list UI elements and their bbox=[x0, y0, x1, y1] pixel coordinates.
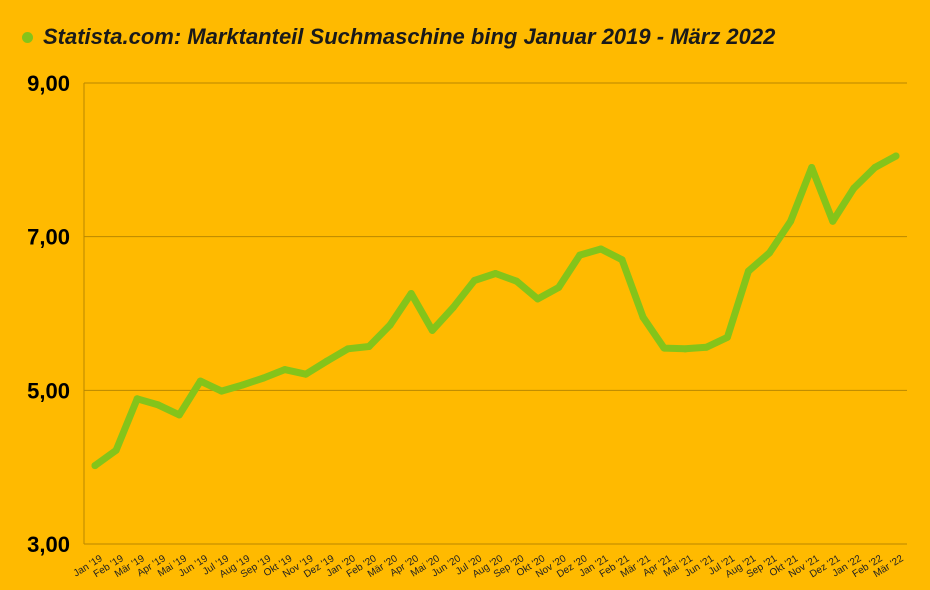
data-point bbox=[492, 270, 499, 278]
data-point bbox=[344, 345, 352, 353]
data-point bbox=[112, 446, 120, 454]
data-point bbox=[639, 313, 647, 321]
data-point bbox=[597, 245, 605, 253]
data-point bbox=[766, 249, 774, 257]
legend: Statista.com: Marktanteil Suchmaschine b… bbox=[22, 24, 775, 50]
data-point bbox=[175, 411, 183, 419]
data-point bbox=[386, 321, 394, 329]
y-axis-ticks: 3,00 5,00 7,00 9,00 bbox=[27, 71, 70, 557]
data-point bbox=[871, 164, 879, 172]
data-point bbox=[850, 184, 858, 192]
data-point bbox=[196, 377, 204, 385]
data-point bbox=[555, 283, 563, 291]
data-point bbox=[239, 381, 247, 389]
data-point bbox=[407, 290, 415, 298]
data-point bbox=[660, 344, 668, 352]
data-point bbox=[534, 295, 542, 303]
y-tick-label: 3,00 bbox=[27, 532, 70, 557]
data-point bbox=[365, 343, 373, 351]
data-point bbox=[808, 164, 816, 172]
data-point bbox=[723, 333, 731, 341]
data-point bbox=[260, 374, 268, 382]
data-point bbox=[829, 217, 837, 225]
data-point bbox=[91, 462, 99, 470]
data-point bbox=[618, 256, 626, 264]
data-point bbox=[302, 370, 310, 378]
data-point bbox=[217, 387, 225, 395]
data-point bbox=[281, 366, 289, 374]
data-point bbox=[576, 251, 584, 259]
data-point bbox=[154, 401, 162, 409]
axes bbox=[83, 83, 907, 545]
legend-label: Statista.com: Marktanteil Suchmaschine b… bbox=[43, 24, 776, 49]
series-line bbox=[91, 152, 900, 470]
data-point bbox=[133, 395, 141, 403]
data-point bbox=[323, 357, 331, 365]
data-point bbox=[787, 217, 795, 225]
data-point bbox=[513, 277, 521, 285]
data-point bbox=[892, 152, 900, 160]
y-tick-label: 7,00 bbox=[27, 225, 70, 250]
data-point bbox=[702, 343, 710, 351]
data-point bbox=[428, 326, 436, 334]
series-group bbox=[91, 152, 900, 470]
data-point bbox=[681, 345, 689, 353]
y-tick-label: 9,00 bbox=[27, 71, 70, 96]
data-point bbox=[470, 276, 478, 284]
legend-marker bbox=[22, 31, 33, 43]
data-point bbox=[744, 267, 752, 275]
y-tick-label: 5,00 bbox=[27, 378, 70, 403]
data-point bbox=[449, 303, 457, 311]
